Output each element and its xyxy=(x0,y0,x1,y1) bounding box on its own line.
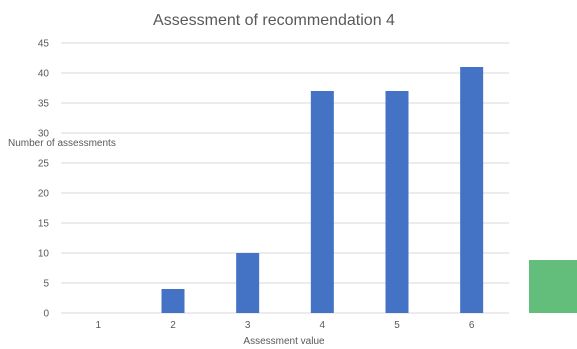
bar-4 xyxy=(310,91,334,313)
bar-5 xyxy=(385,91,409,313)
y-axis-ticks: 0 5 10 15 20 25 30 35 40 45 xyxy=(38,39,50,320)
bar-3 xyxy=(236,253,260,313)
x-tick-label: 2 xyxy=(170,320,176,331)
x-axis-label: Assessment value xyxy=(243,336,325,347)
x-tick-label: 1 xyxy=(96,320,102,331)
x-axis-ticks: 1 2 3 4 5 6 xyxy=(96,320,475,331)
bar-6 xyxy=(460,67,484,313)
y-axis-label: Number of assessments xyxy=(8,138,116,149)
chart-title: Assessment of recommendation 4 xyxy=(153,12,395,29)
x-tick-label: 5 xyxy=(394,320,400,331)
bars xyxy=(161,67,484,313)
x-tick-label: 6 xyxy=(469,320,475,331)
green-color-swatch xyxy=(529,260,577,313)
y-tick-label: 40 xyxy=(38,69,50,80)
bar-2 xyxy=(161,289,185,313)
y-tick-label: 20 xyxy=(38,189,50,200)
y-tick-label: 0 xyxy=(43,309,49,320)
gridlines xyxy=(61,42,509,314)
x-tick-label: 4 xyxy=(320,320,326,331)
y-tick-label: 5 xyxy=(43,279,49,290)
y-tick-label: 25 xyxy=(38,159,50,170)
x-tick-label: 3 xyxy=(245,320,251,331)
y-tick-label: 45 xyxy=(38,39,50,50)
y-tick-label: 30 xyxy=(38,129,50,140)
y-tick-label: 10 xyxy=(38,249,50,260)
y-tick-label: 15 xyxy=(38,219,50,230)
y-tick-label: 35 xyxy=(38,99,50,110)
